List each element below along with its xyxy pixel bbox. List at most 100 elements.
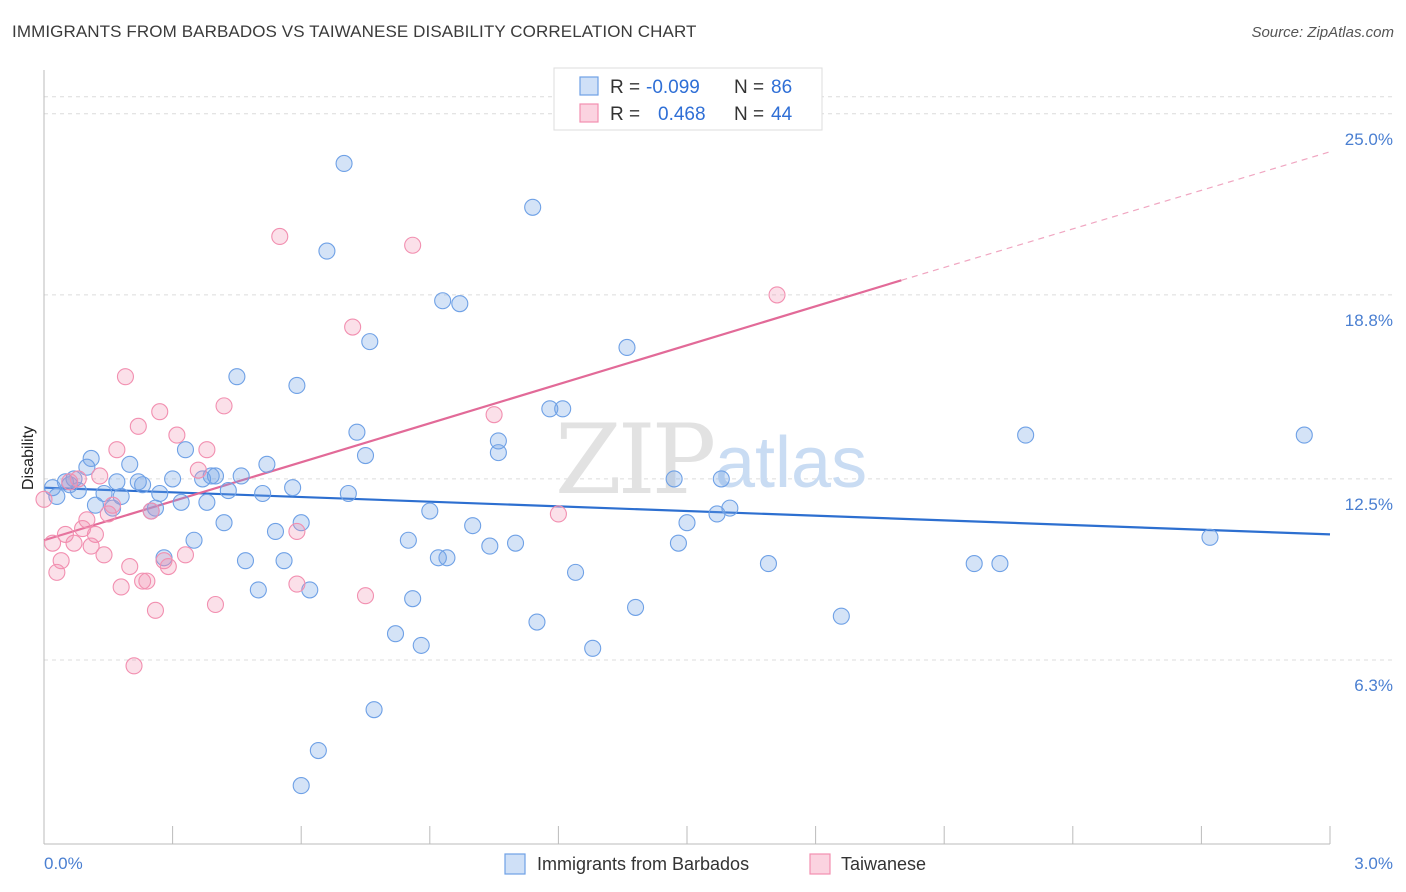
point-barbados [254,484,272,503]
point-barbados [228,368,246,386]
bottom-legend-label-taiwanese: Taiwanese [841,854,926,874]
point-barbados [528,613,546,631]
point-taiwanese [768,286,786,304]
bottom-legend-label-barbados: Immigrants from Barbados [537,854,749,874]
point-barbados [399,531,417,549]
y-tick-label: 18.8% [1345,311,1393,330]
point-taiwanese [104,496,122,514]
point-barbados [288,376,306,394]
point-barbados [249,581,267,599]
point-taiwanese [69,470,87,488]
trendline-extension-1 [901,151,1331,281]
bottom-legend-swatch-taiwanese [809,853,831,875]
point-barbados [429,549,447,567]
point-taiwanese [356,587,375,605]
point-barbados [489,444,507,462]
point-barbados [292,777,310,795]
point-taiwanese [151,403,169,421]
point-barbados [618,338,636,357]
point-barbados [95,484,113,503]
y-tick-labels: 6.3% 12.5% 18.8% 25.0% [1345,130,1393,695]
point-barbados [669,534,687,552]
point-barbados [434,292,452,310]
point-taiwanese [142,502,160,520]
point-barbados [464,517,482,535]
point-barbados [412,636,430,654]
point-taiwanese [288,522,306,541]
point-barbados [172,493,190,511]
axes [43,70,1331,845]
legend-r-label: R = [610,104,640,125]
point-barbados [176,441,195,459]
y-tick-label: 6.3% [1354,676,1393,695]
point-barbados [404,590,422,608]
point-barbados [721,499,739,517]
point-taiwanese [404,236,422,254]
point-taiwanese [95,546,113,564]
x-tick-label: 0.0% [44,854,83,873]
point-taiwanese [189,461,207,479]
point-barbados [164,470,182,488]
point-taiwanese [35,490,53,508]
legend-n-value: 86 [771,77,792,98]
point-barbados [1295,426,1313,444]
point-taiwanese [121,557,139,576]
bottom-legend-swatch-barbados [504,853,526,875]
legend-n-label: N = [734,104,764,125]
point-barbados [554,400,572,418]
point-taiwanese [198,441,216,459]
chart-source: Source: ZipAtlas.com [1251,24,1394,41]
legend-r-value: -0.099 [646,77,700,98]
point-barbados [832,607,850,625]
point-barbados [318,242,336,260]
legend-r-value: 0.468 [658,104,706,125]
point-barbados [206,467,225,485]
point-taiwanese [99,505,117,523]
point-barbados [151,484,169,503]
point-barbados [284,479,302,497]
point-barbados [965,555,983,573]
point-taiwanese [159,557,177,576]
y-tick-label: 25.0% [1345,130,1393,149]
point-taiwanese [44,534,62,552]
point-taiwanese [344,318,362,336]
gridlines [44,96,1393,661]
watermark: ZIP atlas [555,404,867,516]
point-barbados [198,493,216,511]
point-taiwanese [168,426,186,444]
point-taiwanese [125,657,143,675]
point-barbados [258,455,276,473]
point-barbados [78,458,96,476]
point-barbados [185,531,203,549]
point-barbados [481,537,499,555]
y-axis-label: Disability [20,426,37,490]
point-barbados [236,552,255,570]
point-barbados [69,482,87,500]
point-taiwanese [91,467,109,485]
point-barbados [348,423,366,441]
point-barbados [266,522,285,541]
point-barbados [421,502,439,520]
legend-row-taiwanese: R = 0.468 N = 44 [579,103,793,125]
point-barbados [489,432,507,450]
point-taiwanese [129,417,147,435]
point-barbados [365,701,383,719]
point-taiwanese [86,525,104,543]
point-barbados [627,598,645,616]
point-barbados [451,295,469,313]
legend-r-label: R = [610,77,640,98]
point-barbados [584,639,602,657]
x-tick-labels: 0.0% 3.0% [44,854,1393,873]
point-taiwanese [288,575,306,593]
watermark-atlas: atlas [715,423,867,503]
point-barbados [759,555,777,573]
point-barbados [678,514,696,532]
point-taiwanese [215,397,233,415]
point-taiwanese [206,595,225,614]
point-barbados [438,549,456,567]
point-barbados [121,455,139,473]
legend-swatch-taiwanese [579,103,599,123]
watermark-zip: ZIP [555,404,714,516]
point-barbados [309,741,327,760]
point-taiwanese [65,534,83,552]
